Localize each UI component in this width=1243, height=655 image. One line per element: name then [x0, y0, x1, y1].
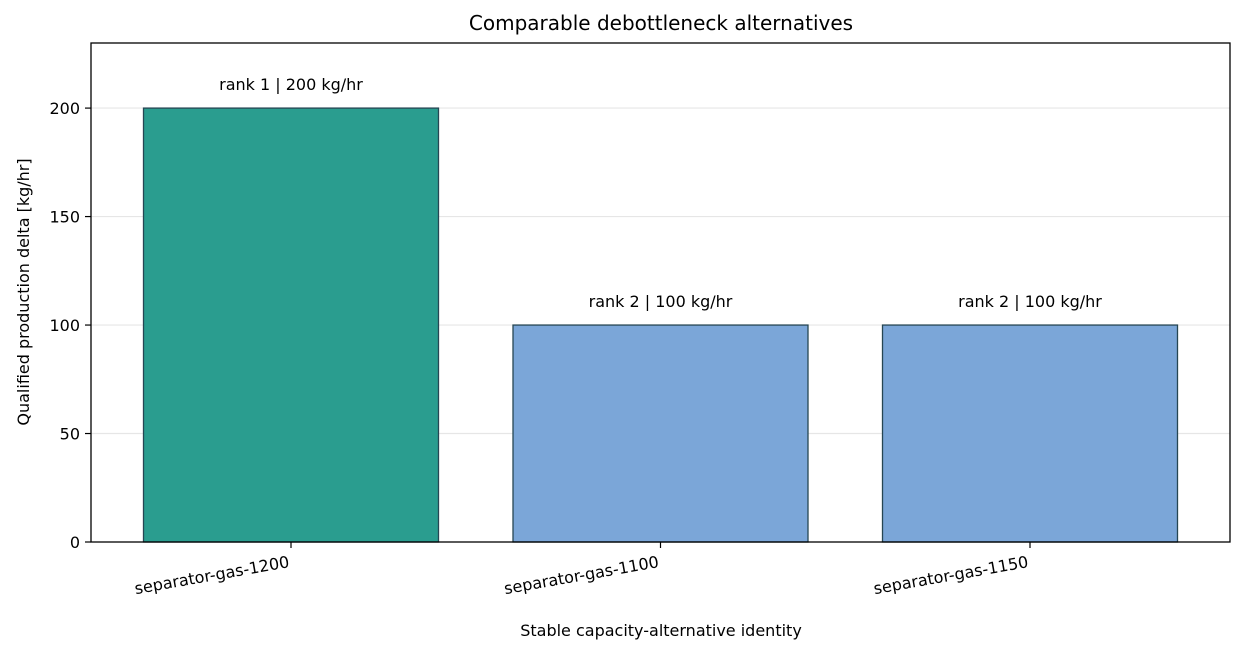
y-tick-label: 0 [70, 533, 80, 552]
bar-separator-gas-1100 [512, 324, 809, 543]
x-tick-label: separator-gas-1100 [503, 552, 661, 598]
bars [142, 107, 1179, 543]
y-axis: 0 50 100 150 200 [49, 99, 91, 552]
x-axis-title: Stable capacity-alternative identity [520, 621, 802, 640]
bar-value-label: rank 2 | 100 kg/hr [589, 292, 733, 311]
bar-separator-gas-1200 [142, 107, 440, 543]
x-tick-label: separator-gas-1200 [133, 552, 291, 598]
bar-separator-gas-1150 [881, 324, 1179, 543]
chart-title: Comparable debottleneck alternatives [469, 11, 853, 35]
y-tick-label: 200 [49, 99, 80, 118]
bar-value-label: rank 1 | 200 kg/hr [219, 75, 363, 94]
y-tick-label: 50 [60, 425, 80, 444]
x-tick-label: separator-gas-1150 [872, 552, 1030, 598]
x-axis: separator-gas-1200 separator-gas-1100 sepa… [133, 542, 1031, 598]
y-axis-title: Qualified production delta [kg/hr] [14, 158, 33, 425]
bar-value-label: rank 2 | 100 kg/hr [958, 292, 1102, 311]
y-tick-label: 100 [49, 316, 80, 335]
y-tick-label: 150 [49, 208, 80, 227]
bar-labels: rank 1 | 200 kg/hr rank 2 | 100 kg/hr rank… [219, 75, 1102, 311]
